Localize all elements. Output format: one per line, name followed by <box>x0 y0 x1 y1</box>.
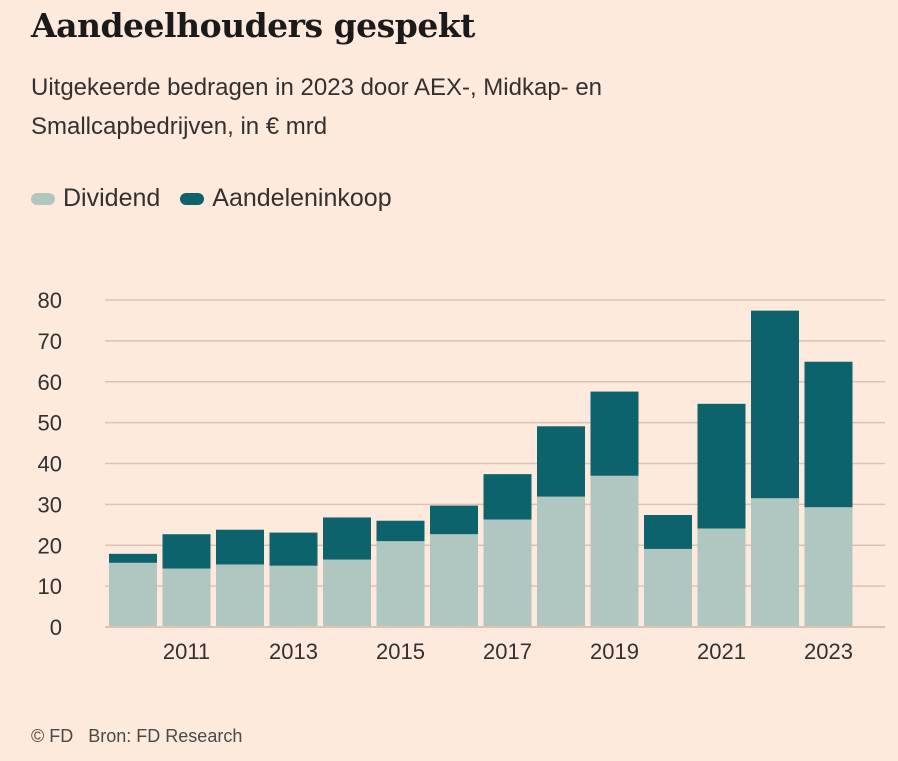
bar-aandeleninkoop-2018 <box>537 426 585 497</box>
y-tick-label: 50 <box>38 411 62 436</box>
bar-dividend-2017 <box>483 519 532 627</box>
y-tick-label: 80 <box>38 288 62 313</box>
y-tick-label: 30 <box>38 492 62 517</box>
bar-dividend-2011 <box>162 568 211 627</box>
bar-aandeleninkoop-2010 <box>109 553 157 563</box>
bar-aandeleninkoop-2022 <box>751 310 799 499</box>
bar-aandeleninkoop-2019 <box>590 391 639 476</box>
bar-aandeleninkoop-2023 <box>804 361 853 508</box>
bar-aandeleninkoop-2016 <box>430 505 478 535</box>
y-tick-label: 20 <box>38 533 62 558</box>
x-tick-label: 2021 <box>697 639 746 664</box>
legend-swatch-dividend <box>31 192 55 205</box>
chart-title: Aandeelhouders gespekt <box>31 6 475 45</box>
bar-dividend-2010 <box>109 562 157 627</box>
bar-aandeleninkoop-2015 <box>376 520 425 542</box>
bar-dividend-2016 <box>430 534 478 627</box>
copyright: © FD <box>31 726 74 746</box>
bar-aandeleninkoop-2014 <box>323 517 371 560</box>
legend-swatch-aandeleninkoop <box>180 192 205 205</box>
legend-item-aandeleninkoop: Aandeleninkoop <box>180 184 392 213</box>
legend: Dividend Aandeleninkoop <box>31 184 412 213</box>
bar-aandeleninkoop-2011 <box>162 534 211 569</box>
bar-dividend-2013 <box>269 565 318 627</box>
bar-dividend-2018 <box>537 496 585 627</box>
legend-label-dividend: Dividend <box>63 184 161 212</box>
y-tick-label: 70 <box>38 329 62 354</box>
x-tick-label: 2011 <box>163 639 210 664</box>
bar-aandeleninkoop-2021 <box>697 403 746 529</box>
bar-dividend-2023 <box>804 507 853 627</box>
legend-label-aandeleninkoop: Aandeleninkoop <box>212 184 392 212</box>
bar-dividend-2020 <box>644 548 692 627</box>
y-tick-label: 10 <box>38 574 62 599</box>
x-tick-label: 2017 <box>483 639 532 664</box>
bar-dividend-2015 <box>376 541 425 627</box>
y-tick-label: 0 <box>50 615 62 640</box>
source: Bron: FD Research <box>88 726 243 746</box>
y-tick-label: 40 <box>38 452 62 477</box>
bar-dividend-2021 <box>697 528 746 627</box>
footer: © FD Bron: FD Research <box>31 726 242 747</box>
bar-dividend-2014 <box>323 559 371 627</box>
x-tick-label: 2013 <box>269 639 318 664</box>
bar-aandeleninkoop-2012 <box>216 529 264 565</box>
bar-dividend-2019 <box>590 475 639 627</box>
legend-item-dividend: Dividend <box>31 184 160 213</box>
chart-subtitle: Uitgekeerde bedragen in 2023 door AEX-, … <box>31 74 603 140</box>
x-tick-label: 2023 <box>804 639 853 664</box>
bar-dividend-2022 <box>751 498 799 627</box>
bar-aandeleninkoop-2020 <box>644 515 692 549</box>
y-tick-label: 60 <box>38 370 62 395</box>
bar-dividend-2012 <box>216 564 264 627</box>
bar-aandeleninkoop-2017 <box>483 474 532 520</box>
x-tick-label: 2015 <box>376 639 425 664</box>
x-tick-label: 2019 <box>590 639 639 664</box>
bar-aandeleninkoop-2013 <box>269 532 318 566</box>
